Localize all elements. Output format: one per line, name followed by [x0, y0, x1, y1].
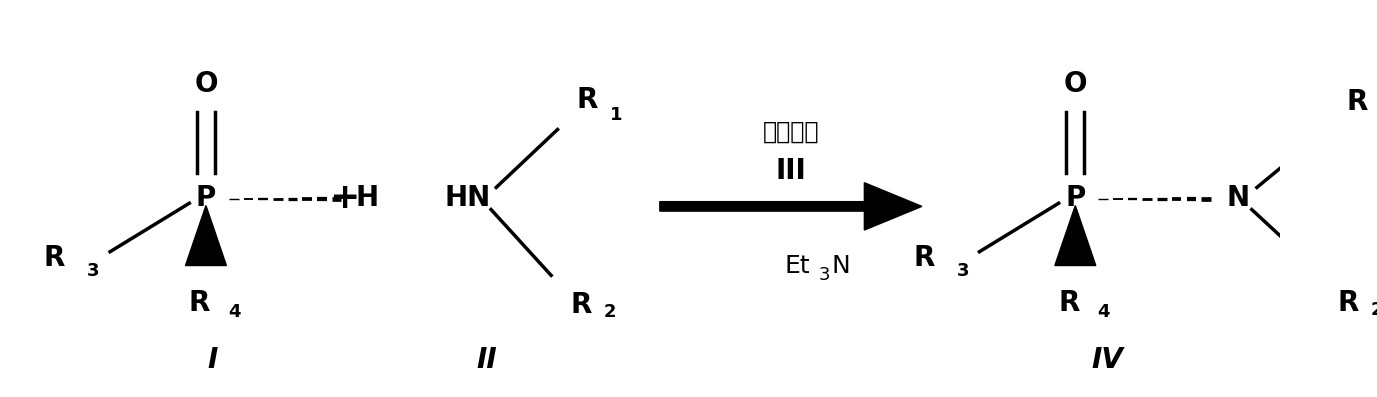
Polygon shape [1055, 206, 1096, 266]
Text: IV: IV [1092, 346, 1124, 374]
Text: N: N [1226, 185, 1249, 212]
Text: R: R [1347, 88, 1367, 116]
Text: R: R [44, 244, 65, 272]
Text: 2: 2 [603, 303, 616, 321]
Text: I: I [207, 346, 218, 374]
Text: H: H [355, 185, 379, 212]
Text: 3: 3 [957, 262, 969, 280]
Polygon shape [660, 183, 921, 230]
Text: 4: 4 [227, 303, 241, 321]
Text: R: R [913, 244, 935, 272]
Text: R: R [189, 289, 211, 317]
Text: P: P [196, 185, 216, 212]
Text: R: R [570, 291, 592, 319]
Text: +: + [329, 181, 359, 216]
Text: R: R [1337, 289, 1359, 317]
Text: R: R [1059, 289, 1080, 317]
Text: 1: 1 [610, 106, 622, 123]
Polygon shape [186, 206, 226, 266]
Text: 3: 3 [819, 266, 830, 284]
Text: 3: 3 [87, 262, 99, 280]
Text: 4: 4 [1097, 303, 1110, 321]
Text: P: P [1066, 185, 1085, 212]
Text: Et: Et [785, 254, 810, 278]
Text: O: O [194, 70, 218, 98]
Text: III: III [775, 157, 806, 185]
Text: HN: HN [445, 185, 492, 212]
Text: 2: 2 [1370, 301, 1377, 319]
Text: N: N [832, 254, 851, 278]
Text: R: R [577, 86, 598, 114]
Text: 卤代试剑: 卤代试剑 [763, 119, 819, 143]
Text: II: II [476, 346, 497, 374]
Text: O: O [1063, 70, 1086, 98]
